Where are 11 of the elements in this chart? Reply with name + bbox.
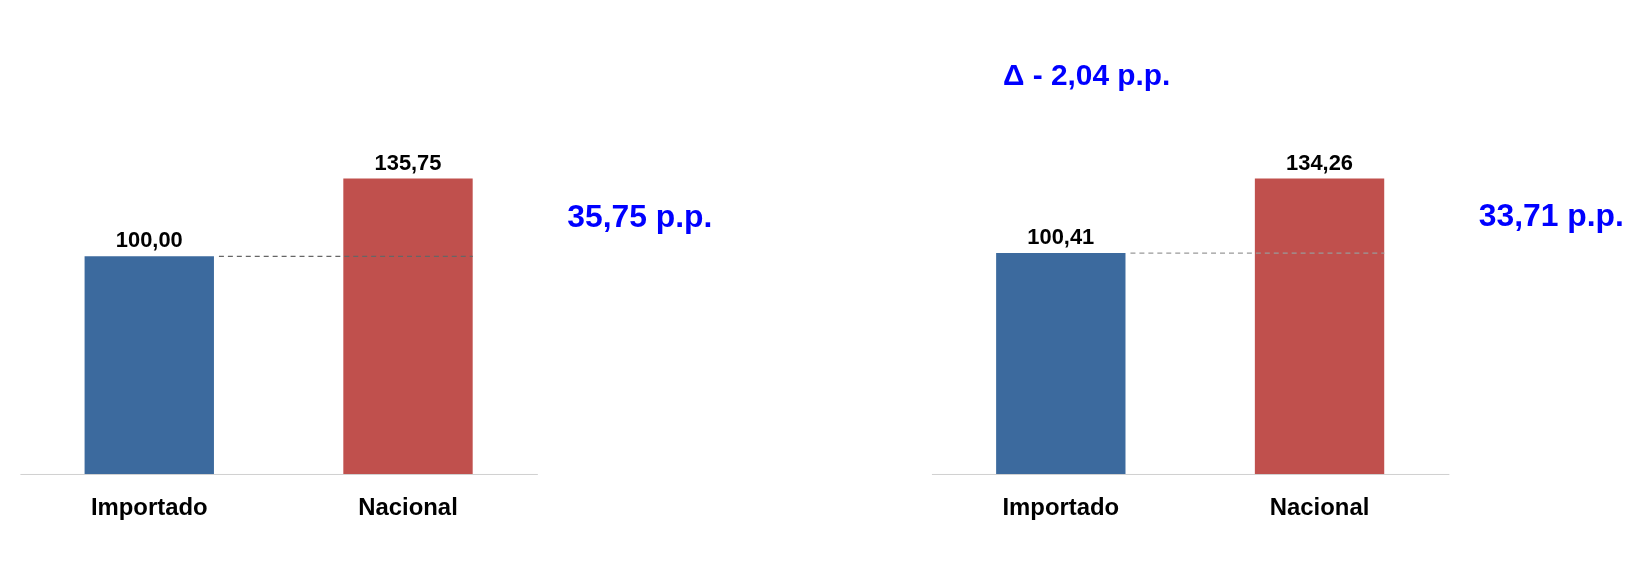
- x-tick-label: Nacional: [358, 493, 458, 521]
- x-tick-label: Importado: [1002, 493, 1120, 521]
- data-label: 100,00: [115, 227, 183, 253]
- data-label: 134,26: [1286, 149, 1353, 175]
- data-label: 135,75: [374, 149, 442, 175]
- text: Δ - 2,04 p.p.: [1002, 57, 1171, 91]
- data-label: 100,41: [1027, 224, 1095, 250]
- x-tick-label: Importado: [90, 493, 208, 521]
- x-tick-label: Nacional: [1269, 493, 1370, 521]
- text: 33,71 p.p.: [1478, 196, 1624, 233]
- text: 35,75 p.p.: [567, 198, 713, 235]
